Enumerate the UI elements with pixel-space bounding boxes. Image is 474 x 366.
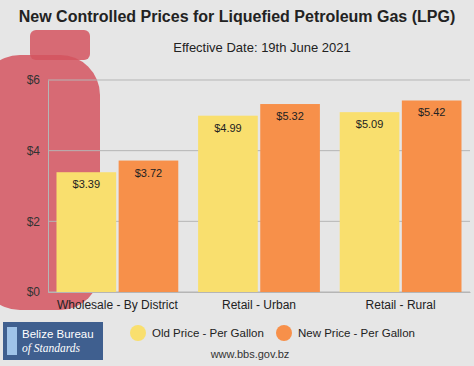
logo-text: of Standards [22,342,81,355]
x-tick-label: Wholesale - By District [57,298,178,312]
legend-item: New Price - Per Gallon [276,325,415,341]
y-axis: $0 $2 $4 $6 [27,73,49,299]
data-labels: $3.39 $4.99 $5.09 $3.72 $5.32 $5.42 [73,106,446,190]
y-tick-label: $0 [27,285,41,299]
y-tick-label: $6 [27,73,41,87]
title: New Controlled Prices for Liquefied Petr… [19,8,456,25]
legend-swatch [276,325,292,341]
bar [119,161,179,292]
y-tick: $6 [27,73,48,87]
x-tick: Wholesale - By District [57,292,178,312]
data-label: $4.99 [214,122,242,134]
x-tick: Retail - Urban [222,292,296,312]
y-axis-line [48,81,49,293]
legend-label: Old Price - Per Gallon [152,327,264,339]
x-tick: Retail - Rural [366,292,436,312]
subtitle: Effective Date: 19th June 2021 [173,40,351,55]
legend-label: New Price - Per Gallon [298,327,415,339]
legend: Old Price - Per Gallon New Price - Per Ga… [130,325,415,341]
y-tick: $4 [27,144,48,158]
background [0,0,474,366]
data-label: $5.32 [276,110,304,122]
bar [56,172,116,292]
x-axis: Wholesale - By District Retail - Urban Ret… [49,292,471,312]
data-label: $5.09 [356,118,384,130]
legend-item: Old Price - Per Gallon [130,325,264,341]
grid [48,80,470,292]
bar [402,100,462,292]
x-axis-line [49,292,471,293]
bar [340,112,400,292]
legend-swatch [130,325,146,341]
x-tick-label: Retail - Urban [222,298,296,312]
y-tick: $2 [27,215,48,229]
logo: Belize Bureau of Standards [3,322,103,360]
data-label: $5.42 [418,106,446,118]
logo-box [3,322,103,360]
bars [56,100,461,292]
bar [198,116,258,292]
x-tick-label: Retail - Rural [366,298,436,312]
y-tick: $0 [27,285,48,299]
data-label: $3.39 [73,178,101,190]
logo-icon [7,327,17,355]
source: www.bbs.gov.bz [210,348,290,360]
chart: New Controlled Prices for Liquefied Petr… [0,0,474,366]
y-tick-label: $4 [27,144,41,158]
grid-line [48,80,470,81]
y-tick-label: $2 [27,215,41,229]
bar [260,104,320,292]
data-label: $3.72 [135,167,163,179]
logo-text: Belize Bureau [22,328,94,340]
